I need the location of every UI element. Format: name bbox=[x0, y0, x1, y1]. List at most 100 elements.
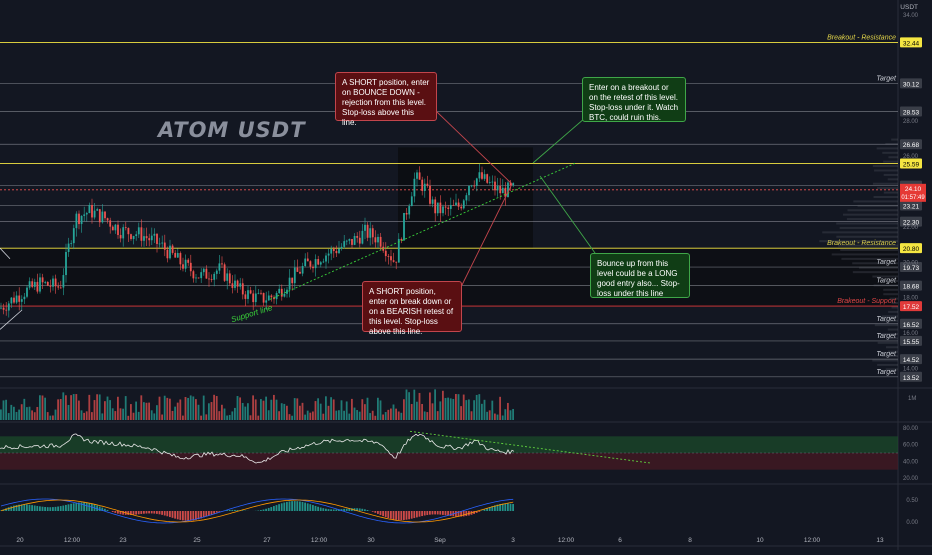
volume-bar bbox=[465, 400, 467, 420]
volume-bar bbox=[179, 399, 181, 420]
candle-body bbox=[107, 218, 109, 220]
note-short-bottom[interactable]: A SHORT position, enter on break down or… bbox=[362, 281, 462, 332]
volume-profile-bar bbox=[847, 209, 898, 211]
macd-histogram-bar bbox=[367, 510, 369, 511]
macd-histogram-bar bbox=[439, 511, 441, 515]
volume-bar bbox=[348, 414, 350, 420]
annotation-arrow bbox=[533, 118, 585, 163]
candle-body bbox=[96, 209, 98, 210]
volume-bar bbox=[135, 402, 137, 420]
volume-bar bbox=[424, 411, 426, 420]
candle-body bbox=[156, 234, 158, 244]
volume-profile-bar bbox=[884, 174, 898, 176]
macd-histogram-bar bbox=[278, 504, 280, 511]
macd-histogram-bar bbox=[283, 502, 285, 511]
price-tick: 20.00 bbox=[903, 260, 919, 266]
candle-body bbox=[471, 186, 473, 187]
volume-bar bbox=[0, 409, 2, 420]
volume-bar bbox=[372, 411, 374, 420]
time-tick: 25 bbox=[193, 537, 201, 544]
level-name: Target bbox=[876, 75, 897, 82]
macd-histogram-bar bbox=[398, 511, 400, 520]
candle-body bbox=[172, 246, 174, 253]
volume-bar bbox=[476, 395, 478, 420]
volume-bar bbox=[502, 415, 504, 420]
volume-bar bbox=[317, 398, 319, 420]
macd-histogram-bar bbox=[361, 509, 363, 511]
candle-body bbox=[164, 243, 166, 250]
candle-body bbox=[208, 279, 210, 280]
volume-bar bbox=[174, 407, 176, 420]
rsi-tick: 40.00 bbox=[903, 459, 919, 465]
candle-body bbox=[104, 212, 106, 219]
volume-profile-bar bbox=[882, 152, 898, 154]
candle-body bbox=[206, 269, 208, 279]
volume-bar bbox=[39, 395, 41, 420]
candle-body bbox=[276, 293, 278, 299]
volume-profile-bar bbox=[873, 183, 898, 185]
candle-body bbox=[346, 241, 348, 242]
candle-body bbox=[255, 294, 257, 303]
candle-body bbox=[367, 225, 369, 238]
volume-bar bbox=[218, 411, 220, 420]
volume-bar bbox=[237, 396, 239, 420]
candle-body bbox=[497, 186, 499, 190]
volume-bar bbox=[156, 405, 158, 420]
price-tag-label: 25.59 bbox=[903, 161, 920, 168]
volume-bar bbox=[247, 403, 249, 420]
candle-body bbox=[385, 251, 387, 256]
volume-bar bbox=[312, 411, 314, 420]
candle-body bbox=[141, 227, 143, 240]
price-tag-label: 14.52 bbox=[903, 357, 920, 364]
candle-body bbox=[224, 264, 226, 280]
macd-histogram-bar bbox=[34, 506, 36, 511]
volume-bar bbox=[315, 401, 317, 420]
macd-histogram-bar bbox=[335, 509, 337, 511]
candle-body bbox=[380, 237, 382, 247]
volume-profile-bar bbox=[888, 351, 898, 353]
macd-histogram-bar bbox=[463, 511, 465, 516]
volume-bar bbox=[359, 412, 361, 420]
macd-histogram-bar bbox=[83, 502, 85, 511]
candle-body bbox=[463, 200, 465, 208]
volume-bar bbox=[252, 395, 254, 420]
candle-body bbox=[499, 186, 501, 193]
note-short-top[interactable]: A SHORT position, enter on BOUNCE DOWN -… bbox=[335, 72, 437, 121]
price-tag-label: 17.52 bbox=[903, 304, 920, 311]
candle-body bbox=[146, 236, 148, 238]
candle-body bbox=[229, 273, 231, 283]
candle-body bbox=[148, 238, 150, 240]
volume-bar bbox=[250, 415, 252, 420]
volume-axis-label: 1M bbox=[908, 396, 916, 402]
volume-profile-bar bbox=[891, 139, 898, 141]
time-tick: 12:00 bbox=[311, 537, 328, 544]
volume-bar bbox=[34, 412, 36, 420]
volume-bar bbox=[257, 416, 259, 420]
note-long-bounce[interactable]: Bounce up from this level could be a LON… bbox=[590, 253, 690, 298]
volume-bar bbox=[213, 395, 215, 420]
macd-histogram-bar bbox=[291, 501, 293, 511]
candle-body bbox=[473, 186, 475, 187]
volume-bar bbox=[471, 411, 473, 420]
candle-body bbox=[317, 259, 319, 265]
volume-bar bbox=[242, 403, 244, 420]
volume-profile-bar bbox=[832, 253, 898, 255]
macd-histogram-bar bbox=[161, 511, 163, 515]
volume-bar bbox=[8, 413, 10, 420]
time-tick: 12:00 bbox=[804, 537, 821, 544]
macd-histogram-bar bbox=[62, 506, 64, 511]
macd-histogram-bar bbox=[138, 511, 140, 514]
macd-histogram-bar bbox=[330, 509, 332, 511]
macd-histogram-bar bbox=[263, 510, 265, 511]
volume-bar bbox=[198, 405, 200, 420]
candle-body bbox=[185, 260, 187, 269]
note-long-breakout[interactable]: Enter on a breakout or on the retest of … bbox=[582, 77, 686, 122]
macd-histogram-bar bbox=[294, 501, 296, 511]
volume-bar bbox=[130, 404, 132, 420]
volume-profile-bar bbox=[873, 165, 898, 167]
volume-bar bbox=[411, 404, 413, 420]
macd-histogram-bar bbox=[265, 509, 267, 511]
candle-body bbox=[468, 186, 470, 195]
candle-body bbox=[247, 290, 249, 299]
